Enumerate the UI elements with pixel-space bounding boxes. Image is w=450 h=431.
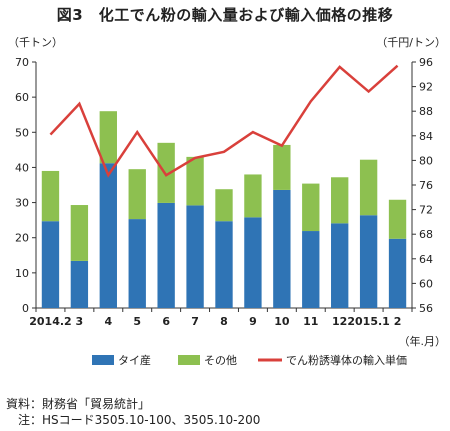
bar-thai xyxy=(244,217,262,308)
legend-label: でん粉誘導体の輸入単価 xyxy=(286,353,407,367)
y-right-tick-label: 68 xyxy=(419,228,433,241)
source-note: 資料：財務省「貿易統計」 xyxy=(6,397,151,411)
bar-thai xyxy=(157,202,175,308)
x-tick-label: 6 xyxy=(162,315,170,328)
bar-thai xyxy=(215,221,233,308)
line-unit-price xyxy=(49,64,399,178)
x-tick-label: 11 xyxy=(303,315,318,328)
x-tick-label: 2015.1 xyxy=(347,315,389,328)
chart-title: 図3 化工でん粉の輸入量および輸入価格の推移 xyxy=(56,6,394,24)
bar-other xyxy=(99,111,117,164)
bar-thai xyxy=(70,260,89,308)
x-tick-label: 2 xyxy=(394,315,402,328)
y-right-tick-label: 76 xyxy=(419,179,433,192)
chart-legend: タイ産 その他 でん粉誘導体の輸入単価 xyxy=(92,353,407,367)
bar-other xyxy=(244,174,262,218)
x-tick-label: 10 xyxy=(274,315,290,328)
y-left-tick-label: 0 xyxy=(22,302,29,315)
bar-thai xyxy=(128,219,146,308)
x-tick-label: 2014.2 xyxy=(29,315,71,328)
y-left-tick-label: 60 xyxy=(15,91,29,104)
y-right-axis-label: （千円/トン） xyxy=(376,36,446,49)
legend-label: タイ産 xyxy=(118,354,151,367)
chart: 0102030405060705660646872768084889296201… xyxy=(8,36,446,367)
bar-thai xyxy=(331,223,349,308)
x-tick-label: 5 xyxy=(133,315,141,328)
y-left-tick-label: 10 xyxy=(15,267,29,280)
y-right-tick-label: 72 xyxy=(419,204,433,217)
bar-other xyxy=(128,169,146,220)
y-right-tick-label: 64 xyxy=(419,253,433,266)
bar-other xyxy=(273,144,291,190)
legend-swatch xyxy=(92,355,114,365)
bar-other xyxy=(186,156,204,206)
legend-swatch xyxy=(178,355,200,365)
bar-other xyxy=(302,183,320,232)
bar-other xyxy=(331,177,349,224)
y-right-tick-label: 88 xyxy=(419,105,433,118)
y-right-tick-label: 92 xyxy=(419,81,433,94)
bar-thai xyxy=(302,231,320,308)
bar-thai xyxy=(388,238,407,308)
x-tick-label: 12 xyxy=(332,315,347,328)
y-left-tick-label: 20 xyxy=(15,232,29,245)
bar-thai xyxy=(99,163,117,308)
bar-other xyxy=(388,199,407,239)
bar-other xyxy=(70,205,89,261)
x-axis-unit-label: （年.月） xyxy=(399,334,447,348)
bar-thai xyxy=(359,215,378,308)
chart-bars xyxy=(41,111,407,308)
footnote: 注：HSコード3505.10-100、3505.10-200 xyxy=(6,413,261,427)
y-right-tick-label: 56 xyxy=(419,302,433,315)
y-left-tick-label: 40 xyxy=(15,161,29,174)
x-tick-label: 7 xyxy=(191,315,199,328)
y-left-tick-label: 50 xyxy=(15,126,29,139)
legend-label: その他 xyxy=(204,354,237,367)
bar-thai xyxy=(186,205,204,308)
chart-line-series xyxy=(49,64,399,178)
bar-other xyxy=(41,170,60,222)
y-left-tick-label: 70 xyxy=(15,56,29,69)
x-tick-label: 3 xyxy=(76,315,84,328)
chart-labels: 0102030405060705660646872768084889296201… xyxy=(8,36,446,348)
y-right-tick-label: 96 xyxy=(419,56,433,69)
bar-thai xyxy=(41,221,60,308)
bar-other xyxy=(359,159,378,216)
x-tick-label: 8 xyxy=(220,315,228,328)
x-tick-label: 4 xyxy=(104,315,112,328)
bar-other xyxy=(157,142,175,203)
bar-thai xyxy=(273,189,291,308)
y-left-tick-label: 30 xyxy=(15,197,29,210)
y-right-tick-label: 84 xyxy=(419,130,433,143)
y-right-tick-label: 60 xyxy=(419,277,433,290)
y-right-tick-label: 80 xyxy=(419,154,433,167)
y-left-axis-label: （千トン） xyxy=(8,36,63,49)
bar-other xyxy=(215,189,233,222)
x-tick-label: 9 xyxy=(249,315,257,328)
